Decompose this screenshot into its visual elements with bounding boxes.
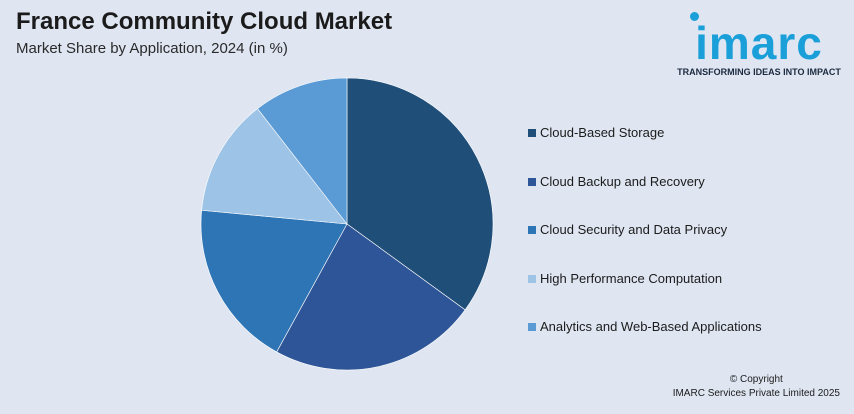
legend-swatch	[528, 323, 536, 331]
logo-tagline: TRANSFORMING IDEAS INTO IMPACT	[677, 67, 841, 77]
logo-wordmark: imarc	[695, 17, 823, 69]
chart-legend: Cloud-Based Storage Cloud Backup and Rec…	[526, 125, 826, 368]
copyright-note: © Copyright IMARC Services Private Limit…	[673, 373, 840, 401]
legend-item-high-performance-computation: High Performance Computation	[526, 271, 826, 320]
imarc-logo: imarc TRANSFORMING IDEAS INTO IMPACT	[674, 6, 844, 77]
legend-swatch	[528, 274, 536, 283]
pie-slice-cloud-backup-and-recovery	[276, 223, 466, 371]
pie-slice-cloud-security-and-data-privacy	[200, 209, 348, 353]
legend-item-analytics-and-web-based-applications: Analytics and Web-Based Applications	[526, 319, 826, 368]
legend-label: Cloud-Based Storage	[540, 125, 665, 140]
logo-dot-icon	[690, 12, 699, 21]
legend-label: Cloud Backup and Recovery	[540, 173, 705, 189]
pie-slice-high-performance-computation	[201, 108, 348, 225]
legend-item-cloud-based-storage: Cloud-Based Storage	[526, 125, 826, 174]
legend-swatch	[528, 129, 536, 137]
pie-slice-cloud-based-storage	[346, 77, 494, 311]
legend-label: Analytics and Web-Based Applications	[540, 319, 762, 334]
chart-title: France Community Cloud Market	[16, 8, 393, 35]
pie-slice-analytics-and-web-based-applications	[257, 77, 348, 225]
legend-label: Cloud Security and Data Privacy	[540, 222, 728, 237]
copyright-line: © Copyright	[729, 374, 783, 385]
legend-swatch	[528, 226, 536, 234]
chart-subtitle: Market Share by Application, 2024 (in %)	[16, 40, 288, 57]
legend-item-cloud-backup-and-recovery: Cloud Backup and Recovery	[526, 174, 826, 223]
legend-item-cloud-security-and-data-privacy: Cloud Security and Data Privacy	[526, 222, 826, 271]
legend-label: High Performance Computation	[540, 270, 723, 286]
legend-swatch	[528, 177, 536, 186]
copyright-company: IMARC Services Private Limited 2025	[672, 388, 840, 399]
